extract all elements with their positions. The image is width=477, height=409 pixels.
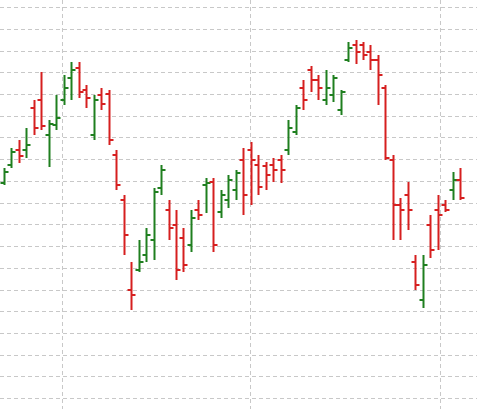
chart — [0, 0, 477, 409]
page: (() => { const data = JSON.parse(documen… — [0, 0, 477, 409]
